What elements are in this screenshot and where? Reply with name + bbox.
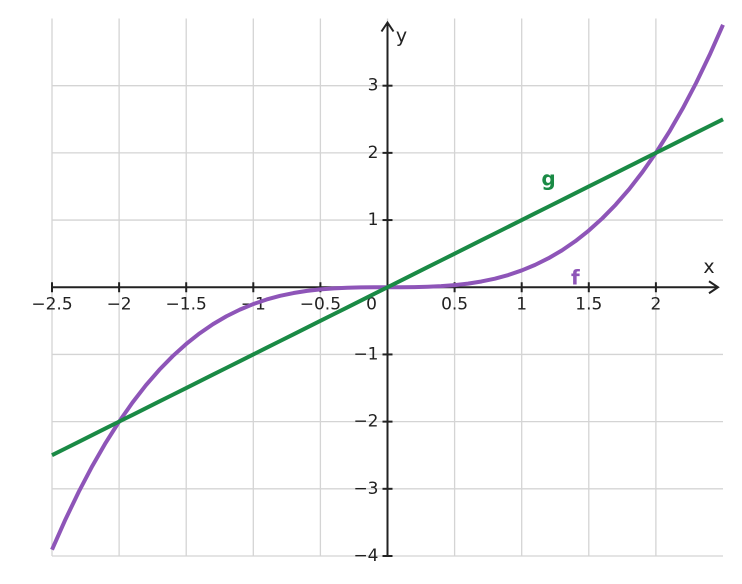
x-axis-label: x [703, 256, 714, 278]
y-tick-label: −1 [353, 344, 378, 364]
series-line [51, 117, 724, 458]
y-tick-label: 3 [368, 76, 379, 96]
x-axis-arrow [708, 280, 720, 295]
y-axis-arrow [380, 20, 395, 33]
x-tick-label: 1 [516, 294, 527, 314]
y-tick-label: −4 [353, 546, 378, 566]
y-tick-label: 2 [368, 143, 379, 163]
y-tick-label: −3 [353, 479, 378, 499]
y-tick-label: 1 [368, 210, 379, 230]
x-tick-label: −0.5 [300, 294, 341, 314]
series-label: g [541, 166, 555, 190]
x-tick-label: 0 [366, 294, 377, 314]
x-tick-label: 2 [650, 294, 661, 314]
y-axis-label: y [396, 25, 407, 47]
x-tick-label: −1.5 [166, 294, 207, 314]
x-tick-label: 0.5 [441, 294, 468, 314]
series-label: f [571, 266, 580, 290]
y-tick-label: −2 [353, 412, 378, 432]
x-tick-label: 1.5 [575, 294, 602, 314]
x-tick-label: −2 [107, 294, 132, 314]
x-tick-label: −2.5 [31, 294, 72, 314]
